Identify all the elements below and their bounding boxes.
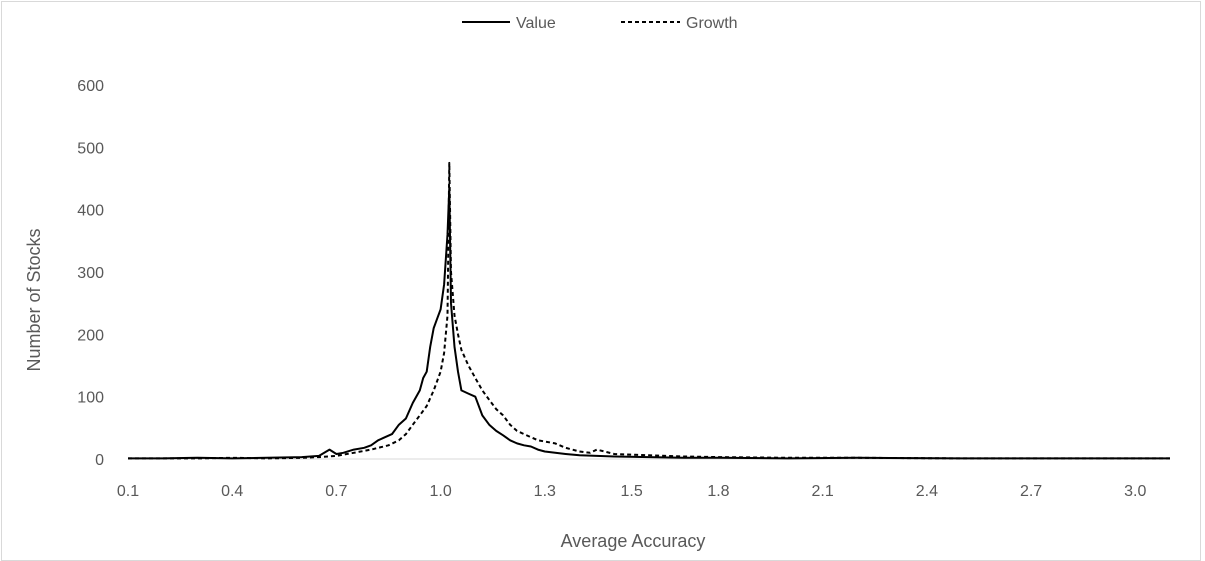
x-axis-title: Average Accuracy	[561, 531, 706, 551]
x-tick-label: 1.8	[707, 483, 729, 500]
x-tick-label: 0.7	[325, 483, 347, 500]
x-tick-label: 2.4	[916, 483, 938, 500]
x-tick-label: 1.5	[621, 483, 643, 500]
y-tick-label: 500	[77, 140, 104, 157]
y-tick-label: 600	[77, 78, 104, 95]
series-line-value	[128, 186, 1170, 460]
x-tick-label: 1.3	[534, 483, 556, 500]
x-tick-label: 3.0	[1124, 483, 1146, 500]
x-tick-label: 2.1	[812, 483, 834, 500]
series-line-growth	[128, 161, 1170, 460]
y-tick-label: 200	[77, 327, 104, 344]
x-axis-ticks: 0.1 0.4 0.7 1.0 1.3 1.5 1.8 2.1 2.4 2.7 3.0	[117, 483, 1147, 500]
legend: Value Growth	[462, 15, 738, 32]
legend-label-value: Value	[516, 15, 556, 32]
y-tick-label: 300	[77, 265, 104, 282]
x-tick-label: 1.0	[429, 483, 451, 500]
x-tick-label: 0.4	[221, 483, 243, 500]
legend-label-growth: Growth	[686, 15, 738, 32]
y-axis-ticks: 0 100 200 300 400 500 600	[77, 78, 104, 469]
y-axis-title: Number of Stocks	[24, 228, 44, 371]
y-tick-label: 100	[77, 390, 104, 407]
x-tick-label: 0.1	[117, 483, 139, 500]
y-tick-label: 0	[95, 452, 104, 469]
series-layer	[128, 161, 1170, 460]
x-tick-label: 2.7	[1020, 483, 1042, 500]
y-tick-label: 400	[77, 203, 104, 220]
